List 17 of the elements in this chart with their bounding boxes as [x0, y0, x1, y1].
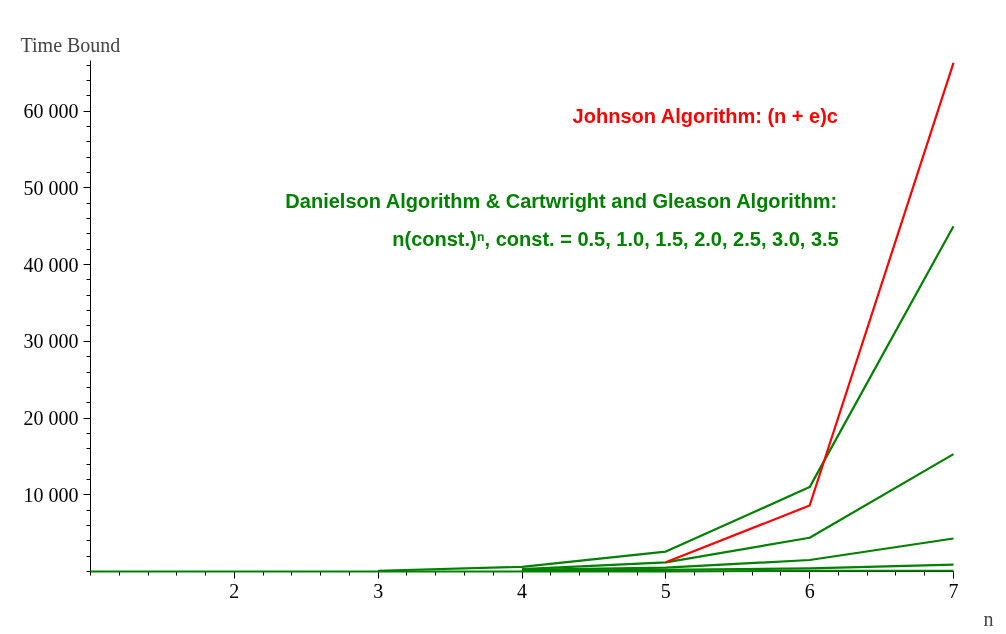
y-axis-title: Time Bound [20, 33, 121, 56]
x-tick-label: 2 [229, 579, 240, 602]
x-tick-label: 5 [660, 579, 671, 602]
y-tick-label: 30 000 [23, 330, 79, 353]
annotation: Johnson Algorithm: (n + e)c [572, 104, 838, 127]
y-tick-label: 50 000 [23, 176, 79, 199]
y-tick-label: 40 000 [23, 253, 79, 276]
x-tick-label: 7 [948, 579, 959, 602]
x-tick-label: 4 [517, 579, 527, 602]
x-tick-label: 6 [804, 579, 815, 602]
y-tick-label: 10 000 [23, 483, 79, 506]
annotation: Danielson Algorithm & Cartwright and Gleason Algorithm: [285, 190, 838, 213]
x-tick-label: 3 [373, 579, 384, 602]
annotation: n(const.)ⁿ, const. = 0.5, 1.0, 1.5, 2.0, 2.5, 3.0, 3.5 [392, 227, 839, 250]
y-tick-label: 60 000 [23, 100, 79, 123]
y-tick-label: 20 000 [23, 407, 79, 430]
x-axis-title: n [983, 607, 994, 630]
